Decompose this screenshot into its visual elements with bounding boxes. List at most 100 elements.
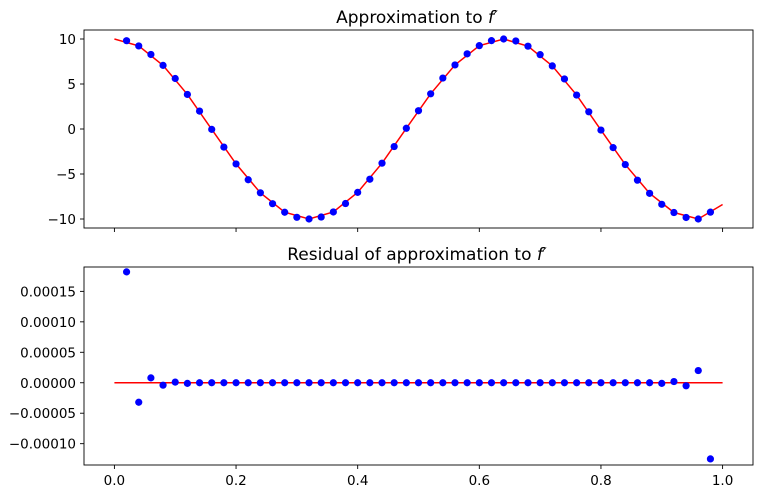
approximation-point (135, 42, 143, 50)
approximation-point (694, 215, 702, 223)
approximation-y-ticks: 10 5 0 −5 −10 (48, 32, 84, 228)
approximation-point (281, 208, 289, 216)
approximation-marks (114, 35, 723, 223)
residual-title-symbol: f′ (537, 245, 547, 265)
approximation-point (573, 91, 581, 99)
residual-point (694, 366, 702, 375)
residual-point (536, 379, 544, 387)
approximation-point (244, 176, 252, 184)
approximation-point (390, 142, 398, 151)
approximation-point (171, 74, 179, 83)
residual-y-tick-label: 0.00000 (20, 376, 76, 392)
residual-point (244, 379, 252, 387)
residual-y-tick-label: −0.00005 (9, 406, 76, 422)
residual-point (341, 379, 350, 387)
residual-point (573, 379, 581, 387)
approximation-point (317, 213, 325, 221)
approximation-point (341, 199, 350, 208)
approximation-point (548, 62, 556, 70)
residual-title: Residual of approximation to f′ (287, 245, 547, 265)
residual-point (232, 379, 240, 387)
residual-point (281, 379, 289, 387)
residual-point (402, 379, 410, 387)
approximation-point (706, 208, 715, 216)
approximation-y-tick-label: 10 (59, 32, 76, 48)
approximation-point (122, 37, 131, 45)
residual-x-tick-label: 1.0 (712, 473, 733, 489)
approximation-point (536, 51, 544, 59)
residual-point (378, 379, 386, 387)
approximation-point (597, 126, 605, 134)
residual-axes-frame (83, 266, 754, 466)
approximation-line (114, 38, 723, 220)
approximation-point (159, 61, 167, 69)
residual-point (135, 398, 143, 406)
approximation-y-tick-label: 5 (67, 77, 76, 93)
approximation-point (208, 125, 216, 133)
residual-x-tick-label: 0.4 (347, 473, 368, 489)
approximation-point (658, 200, 666, 208)
residual-point (548, 379, 556, 387)
approximation-point (147, 50, 155, 59)
approximation-point (585, 108, 593, 116)
residual-point (256, 379, 264, 387)
approximation-title-symbol: f′ (488, 8, 498, 28)
residual-point (171, 378, 179, 386)
residual-point (147, 374, 155, 382)
approximation-point (293, 213, 301, 221)
approximation-y-tick-label: −10 (48, 212, 77, 228)
residual-title-text: Residual of approximation to (287, 245, 537, 265)
approximation-point (560, 75, 569, 83)
residual-x-tick-label: 0.8 (590, 473, 611, 489)
approximation-point (378, 159, 386, 167)
approximation-point (487, 37, 496, 45)
residual-point (183, 379, 191, 387)
residual-point (305, 379, 313, 387)
approximation-point (329, 208, 337, 216)
residual-point (451, 379, 459, 387)
residual-point (633, 379, 642, 387)
residual-point (682, 382, 690, 390)
residual-point (195, 379, 204, 387)
approximation-point (354, 188, 362, 196)
approximation-point (670, 208, 678, 217)
approximation-point (621, 160, 629, 169)
residual-point (475, 379, 483, 387)
residual-point (159, 381, 167, 389)
residual-y-tick-label: −0.00010 (9, 437, 76, 453)
residual-point (609, 379, 617, 387)
approximation-point (439, 74, 447, 82)
approximation-point (256, 189, 264, 197)
approximation-point (646, 189, 654, 197)
residual-point (500, 379, 508, 387)
residual-point (354, 379, 362, 387)
residual-point (220, 379, 228, 387)
residual-point (621, 379, 629, 387)
residual-point (366, 379, 374, 387)
approximation-y-tick-label: −5 (56, 167, 76, 183)
approximation-point (183, 90, 191, 99)
residual-point (646, 379, 654, 387)
approximation-point (524, 42, 532, 50)
approximation-point (366, 175, 374, 183)
residual-x-tick-label: 0.0 (104, 473, 125, 489)
residual-point (658, 379, 666, 387)
residual-point (524, 379, 532, 387)
residual-panel: Residual of approximation to f′ 0.000150… (9, 245, 754, 489)
approximation-point (609, 144, 617, 152)
approximation-point (195, 107, 204, 115)
approximation-point (427, 90, 435, 98)
approximation-point (414, 107, 423, 115)
residual-point (268, 379, 277, 387)
residual-point (208, 379, 216, 387)
approximation-point (682, 213, 690, 222)
approximation-point (633, 176, 642, 184)
approximation-point (475, 42, 483, 50)
residual-y-tick-label: 0.00005 (20, 345, 76, 361)
residual-point (706, 455, 715, 463)
approximation-point (305, 215, 313, 223)
approximation-point (451, 61, 459, 69)
residual-point (414, 379, 423, 387)
residual-point (427, 379, 435, 387)
